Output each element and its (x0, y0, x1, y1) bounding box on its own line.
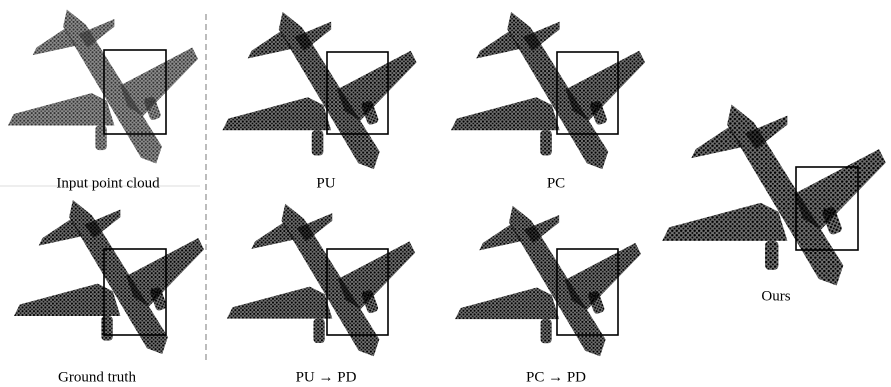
caption: Ground truth (58, 369, 136, 385)
caption: PU (316, 175, 335, 191)
pu-pd-cloud (227, 204, 415, 356)
caption: PC → PD (526, 369, 586, 385)
caption: Ours (761, 288, 790, 304)
caption: PC (547, 175, 565, 191)
caption: PU → PD (296, 369, 357, 385)
figure: Input point cloud PU PC Ground truth PU … (0, 0, 891, 387)
input-cloud (8, 10, 198, 164)
ground-truth-cloud (14, 200, 204, 354)
caption: Input point cloud (56, 175, 160, 191)
pc-cloud (451, 12, 645, 169)
ours-cloud (662, 104, 886, 285)
pc-pd-cloud (455, 206, 641, 357)
